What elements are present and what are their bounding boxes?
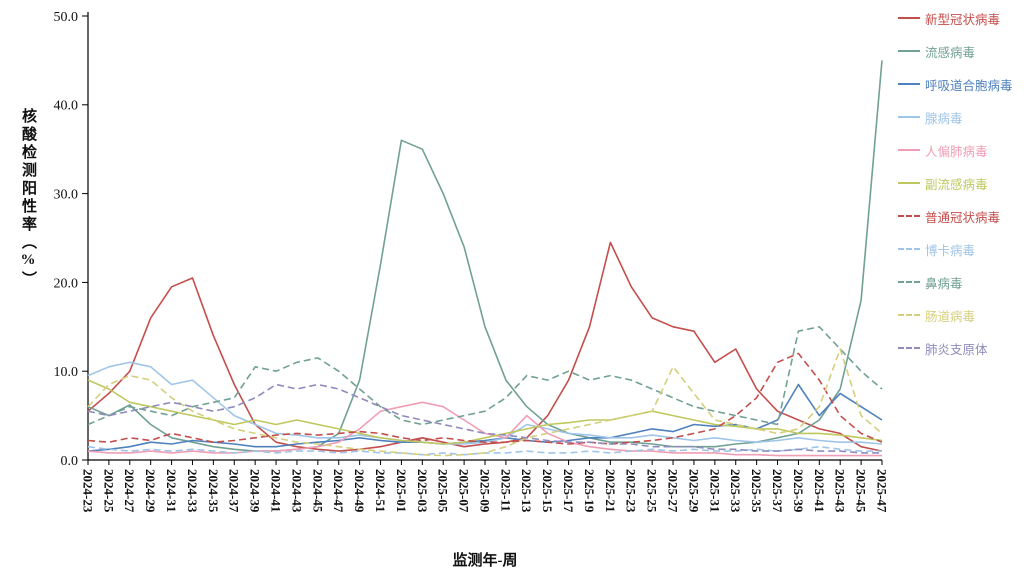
legend-label: 新型冠状病毒 <box>925 12 1001 27</box>
y-tick-label: 30.0 <box>54 188 79 203</box>
legend-item: 副流感病毒 <box>898 173 1024 193</box>
x-tick-label: 2024-45 <box>310 469 325 513</box>
legend-item: 腺病毒 <box>898 107 1024 127</box>
legend-label: 呼吸道合胞病毒 <box>925 78 1013 93</box>
series-line <box>87 60 883 452</box>
x-tick-label: 2025-29 <box>686 469 701 513</box>
x-tick-label: 2025-41 <box>812 469 827 512</box>
series-line <box>87 379 883 445</box>
legend-line-sample <box>898 281 920 283</box>
x-tick-label: 2024-35 <box>206 469 221 513</box>
legend-label: 流感病毒 <box>925 45 976 60</box>
x-tick-label: 2025-43 <box>833 469 848 513</box>
legend-item: 新型冠状病毒 <box>898 8 1024 28</box>
y-axis-title: 核酸检测阳性率（%） <box>20 108 36 289</box>
x-tick-label: 2025-13 <box>519 469 534 513</box>
legend-line-sample <box>898 215 920 217</box>
x-tick-label: 2025-39 <box>791 469 806 513</box>
x-tick-label: 2024-37 <box>227 469 242 513</box>
x-tick-label: 2024-51 <box>373 469 388 512</box>
legend-item: 呼吸道合胞病毒 <box>898 74 1024 94</box>
x-tick-label: 2025-31 <box>707 469 722 512</box>
legend-label: 肺炎支原体 <box>925 342 988 357</box>
series-line <box>87 348 883 457</box>
legend-line-sample <box>898 182 920 184</box>
x-tick-label: 2025-11 <box>498 469 513 512</box>
x-tick-label: 2025-33 <box>728 469 743 513</box>
x-tick-label: 2025-35 <box>749 469 764 513</box>
x-tick-label: 2025-05 <box>436 469 451 513</box>
y-tick-label: 50.0 <box>54 10 79 25</box>
series-line <box>87 241 883 452</box>
y-tick-label: 20.0 <box>54 276 79 291</box>
legend-line-sample <box>898 116 920 118</box>
x-tick-label: 2025-37 <box>770 469 785 513</box>
series-line <box>87 352 883 445</box>
legend-line-sample <box>898 83 920 85</box>
x-tick-label: 2025-27 <box>666 469 681 513</box>
x-tick-label: 2024-23 <box>80 469 95 513</box>
x-tick-label: 2024-39 <box>248 469 263 513</box>
series-line <box>87 401 882 457</box>
legend-label: 腺病毒 <box>925 111 963 126</box>
legend-item: 肺炎支原体 <box>898 338 1024 358</box>
x-tick-label: 2024-27 <box>122 469 137 513</box>
legend-label: 副流感病毒 <box>925 177 988 192</box>
y-tick-label: 10.0 <box>54 365 79 380</box>
x-tick-label: 2025-45 <box>854 469 869 513</box>
x-tick-label: 2025-23 <box>624 469 639 513</box>
x-tick-label: 2024-33 <box>185 469 200 513</box>
y-tick-label: 40.0 <box>54 99 79 114</box>
legend-label: 人偏肺病毒 <box>925 144 988 159</box>
x-tick-label: 2024-47 <box>331 469 346 513</box>
legend: 新型冠状病毒 流感病毒呼吸道合胞病毒 腺病毒人偏肺病毒副流感病毒普通冠状病毒 博卡病毒… <box>898 8 1024 371</box>
x-tick-label: 2025-07 <box>457 469 472 513</box>
legend-line-sample <box>898 17 920 19</box>
legend-label: 普通冠状病毒 <box>925 210 1001 225</box>
legend-label: 鼻病毒 <box>925 276 963 291</box>
series-line <box>87 445 882 456</box>
legend-line-sample <box>898 50 920 52</box>
x-tick-label: 2025-21 <box>603 469 618 512</box>
x-tick-label: 2025-19 <box>582 469 597 513</box>
legend-label: 肠道病毒 <box>925 309 976 324</box>
x-tick-label: 2025-03 <box>415 469 430 513</box>
x-tick-label: 2024-41 <box>269 469 284 512</box>
x-tick-label: 2024-25 <box>101 469 116 513</box>
legend-item: 博卡病毒 <box>898 239 1024 259</box>
legend-item: 鼻病毒 <box>898 272 1024 292</box>
legend-item: 人偏肺病毒 <box>898 140 1024 160</box>
x-tick-label: 2025-17 <box>561 469 576 513</box>
y-tick-label: 0.0 <box>61 454 79 469</box>
legend-item: 普通冠状病毒 <box>898 206 1024 226</box>
legend-item: 肠道病毒 <box>898 305 1024 325</box>
x-tick-label: 2024-49 <box>352 469 367 513</box>
series-line <box>87 325 883 426</box>
legend-line-sample <box>898 347 920 349</box>
x-tick-label: 2024-43 <box>289 469 304 513</box>
legend-line-sample <box>898 149 920 151</box>
legend-item: 流感病毒 <box>898 41 1024 61</box>
x-axis-title: 监测年-周 <box>452 553 518 569</box>
x-tick-label: 2024-29 <box>143 469 158 513</box>
x-tick-label: 2025-47 <box>874 469 889 513</box>
x-tick-label: 2025-09 <box>477 469 492 513</box>
x-tick-label: 2025-01 <box>394 469 409 512</box>
legend-label: 博卡病毒 <box>925 243 976 258</box>
x-tick-label: 2025-15 <box>540 469 555 513</box>
series-line <box>87 383 882 454</box>
legend-line-sample <box>898 314 920 316</box>
x-tick-label: 2025-25 <box>645 469 660 513</box>
legend-line-sample <box>898 248 920 250</box>
x-tick-label: 2024-31 <box>164 469 179 512</box>
